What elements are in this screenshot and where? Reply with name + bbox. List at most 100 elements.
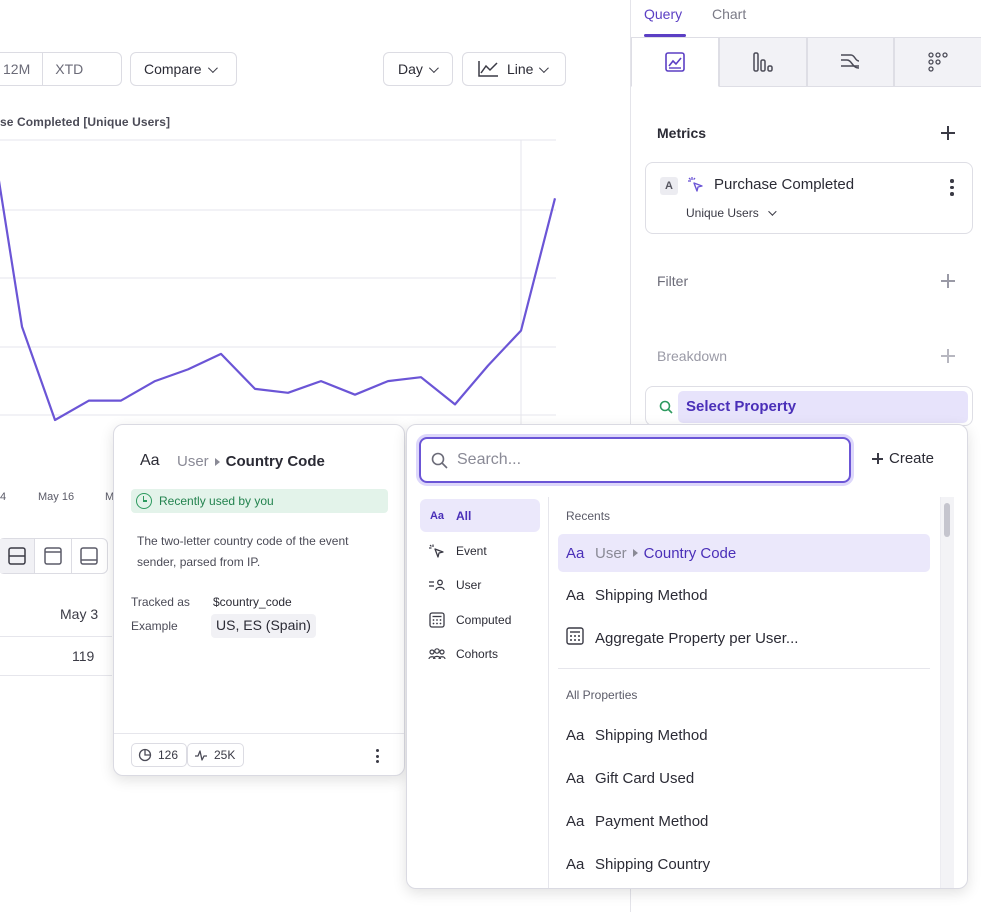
string-type-icon: Aa	[566, 855, 585, 873]
category-cohorts[interactable]: Cohorts	[420, 637, 540, 670]
search-box	[419, 437, 851, 483]
chevron-down-icon	[539, 62, 550, 73]
property-detail-popover: Aa User Country Code Recently used by yo…	[113, 424, 405, 776]
item-label: Shipping Method	[595, 586, 708, 604]
scrollbar-thumb[interactable]	[944, 503, 950, 537]
range-xtd-label: XTD	[55, 61, 84, 77]
metric-more-icon[interactable]	[950, 179, 954, 199]
event-volume: 25K	[214, 748, 236, 762]
metric-letter-badge: A	[660, 177, 678, 195]
property-name: Country Code	[225, 453, 325, 470]
top-layout-icon	[44, 547, 62, 565]
line-chart	[0, 139, 557, 490]
item-label: Shipping Method	[595, 726, 708, 744]
tab-query[interactable]: Query	[644, 6, 683, 22]
list-item[interactable]: Aa Shipping Method	[558, 716, 930, 754]
category-user[interactable]: User	[420, 568, 540, 601]
range-12m-button[interactable]: 12M	[0, 53, 44, 85]
compare-label: Compare	[144, 61, 202, 77]
chevron-down-icon	[767, 207, 777, 216]
string-type-icon: Aa	[566, 544, 585, 562]
category-event[interactable]: Event	[420, 534, 540, 567]
example-value: US, ES (Spain)	[211, 614, 316, 638]
chart-view-toggle[interactable]	[35, 539, 72, 573]
string-type-icon: Aa	[566, 726, 585, 744]
list-item[interactable]: Aa Gift Card Used	[558, 759, 930, 797]
tracked-as-label: Tracked as	[131, 595, 190, 609]
funnels-report-tab[interactable]	[718, 37, 807, 87]
string-type-icon: Aa	[140, 452, 160, 469]
list-scrollbar[interactable]	[940, 497, 954, 888]
category-computed[interactable]: Computed	[420, 603, 540, 636]
category-label: User	[456, 577, 482, 592]
granularity-label: Day	[398, 61, 423, 77]
category-label: All	[456, 508, 472, 523]
metric-card[interactable]: A Purchase Completed Unique Users	[645, 162, 973, 234]
calculator-icon	[429, 611, 445, 628]
create-property-button[interactable]: Create	[872, 450, 934, 467]
range-xtd-button[interactable]: XTD	[43, 53, 95, 85]
create-label: Create	[889, 450, 935, 467]
item-entity: User	[595, 544, 627, 562]
add-metric-icon[interactable]	[941, 126, 955, 140]
caret-right-icon	[214, 457, 220, 466]
category-all[interactable]: Aa All	[420, 499, 540, 532]
chart-type-button[interactable]: Line	[462, 52, 566, 86]
table-view-toggle[interactable]	[72, 539, 107, 573]
category-label: Cohorts	[456, 646, 499, 661]
table-divider	[0, 675, 112, 676]
list-item-recent[interactable]: Aa Shipping Method	[558, 576, 930, 614]
list-item-recent[interactable]: Aggregate Property per User...	[558, 619, 930, 657]
list-item[interactable]: Aa Shipping Country	[558, 845, 930, 883]
event-cursor-icon	[429, 544, 444, 558]
dots-grid-icon	[928, 52, 948, 72]
filter-heading: Filter	[657, 273, 689, 289]
split-view-toggle[interactable]	[0, 539, 36, 573]
category-list: Aa All Event User Computed Cohorts	[407, 497, 549, 888]
popover-divider	[114, 733, 404, 734]
property-list: Recents Aa User Country Code Aa Shipping…	[549, 497, 939, 888]
compare-button[interactable]: Compare	[130, 52, 237, 86]
flows-icon	[841, 54, 860, 69]
tab-chart[interactable]: Chart	[712, 6, 747, 22]
metric-measure-label: Unique Users	[686, 206, 759, 220]
metric-measure-dropdown[interactable]: Unique Users	[686, 206, 777, 220]
plus-icon	[872, 453, 883, 464]
insights-report-tab[interactable]	[631, 37, 719, 87]
example-label: Example	[131, 619, 178, 633]
date-range-segment: 12M XTD	[0, 52, 122, 86]
select-property-field[interactable]: Select Property	[645, 386, 973, 426]
event-volume-badge: 25K	[187, 743, 245, 767]
property-picker-dropdown: Create Aa All Event User Computed Cohort…	[406, 424, 968, 889]
select-property-label: Select Property	[678, 391, 968, 423]
search-icon	[659, 400, 673, 414]
view-toggle-group	[0, 538, 108, 574]
add-breakdown-icon[interactable]	[941, 349, 955, 363]
property-description: The two-letter country code of the event…	[137, 534, 349, 569]
calculator-icon	[566, 627, 595, 649]
granularity-button[interactable]: Day	[383, 52, 453, 86]
item-label: Country Code	[643, 544, 737, 562]
property-more-icon[interactable]	[376, 749, 380, 766]
metrics-heading: Metrics	[657, 125, 707, 141]
bottom-layout-icon	[80, 547, 99, 565]
tracked-as-value: $country_code	[213, 595, 292, 609]
recently-used-badge: Recently used by you	[131, 489, 388, 513]
add-filter-icon[interactable]	[941, 274, 955, 288]
retention-report-tab[interactable]	[894, 37, 981, 87]
list-item[interactable]: Aa Payment Method	[558, 802, 930, 840]
all-properties-heading: All Properties	[566, 688, 638, 702]
table-divider	[0, 636, 112, 637]
breakdown-heading: Breakdown	[657, 348, 728, 364]
property-entity: User	[177, 453, 209, 470]
table-column-header: May 3	[60, 606, 99, 622]
event-cursor-icon	[688, 177, 703, 192]
flows-report-tab[interactable]	[806, 37, 895, 87]
property-search-input[interactable]	[457, 448, 837, 472]
x-tick-label: 4	[0, 491, 7, 503]
search-icon	[431, 452, 448, 469]
list-item-recent[interactable]: Aa User Country Code	[558, 534, 930, 572]
chart-grid	[0, 139, 556, 490]
category-label: Event	[456, 543, 487, 558]
metric-event-name[interactable]: Purchase Completed	[714, 176, 855, 193]
